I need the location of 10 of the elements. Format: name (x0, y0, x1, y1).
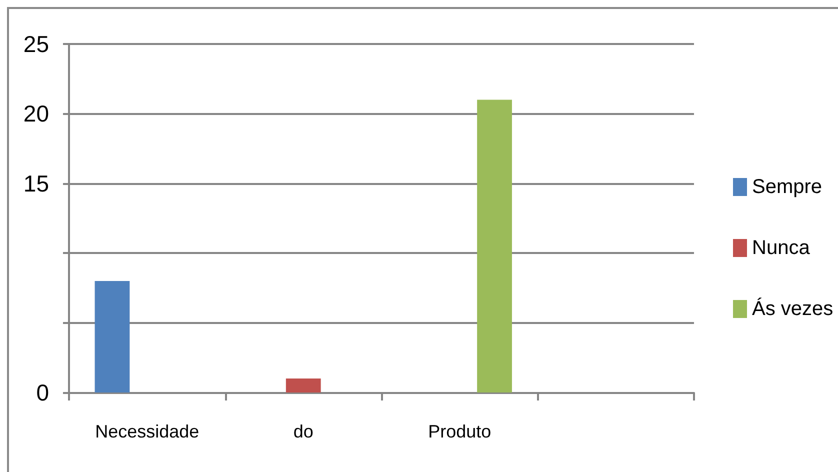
x-tick-label: Produto (428, 422, 492, 442)
x-tick-label: Necessidade (95, 422, 200, 442)
legend-label: Nunca (752, 237, 811, 259)
y-tick-label: 25 (23, 31, 49, 57)
y-tick-label: 15 (23, 170, 49, 196)
y-tick-label: 0 (36, 380, 49, 406)
legend-label: Sempre (752, 176, 822, 198)
legend-label: Ás vezes (752, 297, 834, 320)
x-tick-label: do (293, 422, 314, 442)
y-tick-label: 20 (23, 100, 49, 127)
